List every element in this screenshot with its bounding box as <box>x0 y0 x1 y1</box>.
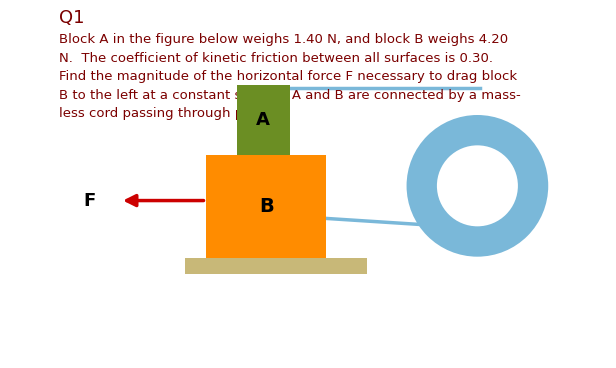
Bar <box>185 258 367 274</box>
Text: Q1: Q1 <box>59 9 84 27</box>
Text: F: F <box>83 192 95 209</box>
Ellipse shape <box>407 115 548 257</box>
Text: Block A in the figure below weighs 1.40 N, and block B weighs 4.20
N.  The coeff: Block A in the figure below weighs 1.40 … <box>59 33 521 120</box>
Ellipse shape <box>436 144 519 228</box>
Bar <box>237 85 290 155</box>
Text: B: B <box>259 197 274 216</box>
Bar <box>206 155 326 258</box>
Text: A: A <box>256 111 270 128</box>
